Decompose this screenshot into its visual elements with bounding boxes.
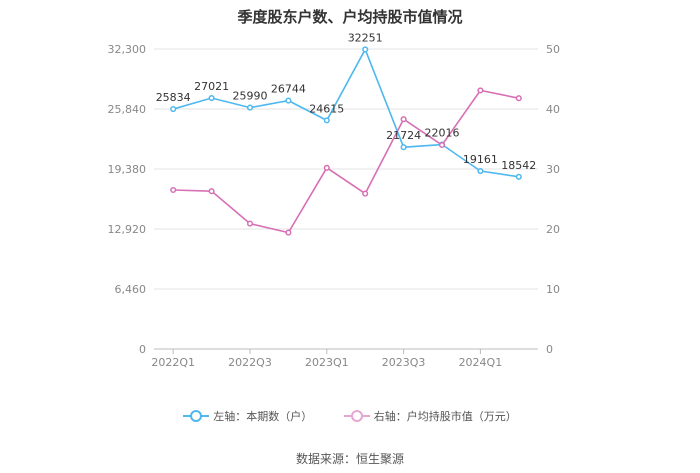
data-label: 25834	[156, 91, 191, 104]
data-point-right	[170, 186, 177, 194]
data-point-right	[362, 190, 369, 197]
y-left-tick-label: 25,840	[108, 103, 147, 116]
legend: 左轴：本期数（户） 右轴：户均持股市值（万元）	[0, 408, 700, 425]
series-line-right	[173, 89, 519, 234]
legend-marker-right-icon	[343, 410, 370, 422]
y-right-tick-label: 50	[546, 43, 560, 56]
data-point-left	[170, 106, 177, 113]
y-left-tick-label: 6,460	[115, 283, 147, 296]
data-label: 18542	[501, 159, 536, 172]
y-left-tick-label: 32,300	[108, 43, 147, 56]
data-point-right	[438, 141, 446, 149]
y-right-tick-label: 10	[546, 283, 560, 296]
data-point-left	[515, 173, 522, 180]
x-tick-label: 2022Q1	[151, 356, 195, 369]
data-point-right	[246, 220, 254, 227]
legend-marker-left-icon	[183, 410, 210, 422]
axes: 0 6,460 12,920 19,380 25,840 32,300 0 10 20 30 40 5…	[108, 43, 561, 369]
data-point-left	[477, 167, 484, 175]
x-tick-label: 2023Q1	[305, 356, 349, 369]
data-label: 27021	[194, 80, 229, 93]
data-point-right	[285, 229, 292, 236]
data-point-left	[208, 94, 215, 102]
data-label: 19161	[463, 153, 498, 166]
data-point-left	[285, 97, 292, 104]
legend-label-right: 右轴：户均持股市值（万元）	[373, 410, 517, 423]
data-point-right	[323, 164, 330, 171]
data-point-right	[477, 87, 484, 94]
data-point-right	[515, 95, 522, 102]
x-tick-label: 2023Q3	[382, 356, 426, 369]
y-right-tick-label: 40	[546, 103, 560, 116]
data-point-right	[208, 188, 215, 195]
data-source-note: 数据来源：恒生聚源	[295, 452, 404, 466]
y-left-tick-label: 12,920	[108, 223, 147, 236]
x-tick-label: 2022Q3	[228, 356, 272, 369]
series	[170, 46, 522, 236]
data-label: 24615	[309, 102, 344, 115]
data-point-left	[323, 117, 330, 124]
data-point-left	[362, 46, 369, 53]
data-point-left	[400, 144, 407, 151]
y-right-tick-label: 20	[546, 223, 560, 236]
x-tick-label: 2024Q1	[459, 356, 503, 369]
data-point-left	[246, 104, 254, 111]
data-point-right	[400, 116, 407, 123]
data-label: 32251	[348, 31, 383, 44]
legend-item-left-series[interactable]: 左轴：本期数（户）	[183, 408, 312, 424]
data-label: 21724	[386, 129, 421, 142]
y-left-tick-label: 19,380	[108, 163, 147, 176]
gridlines	[154, 48, 538, 290]
legend-item-right-series[interactable]: 右轴：户均持股市值（万元）	[343, 408, 517, 424]
data-label: 26744	[271, 83, 306, 96]
data-label: 22016	[425, 127, 460, 140]
y-right-tick-label: 0	[546, 343, 553, 356]
y-left-tick-label: 0	[139, 343, 146, 356]
chart-title: 季度股东户数、户均持股市值情况	[237, 8, 463, 26]
legend-label-left: 左轴：本期数（户）	[213, 410, 313, 423]
series-line-left	[172, 47, 519, 178]
y-right-tick-label: 30	[546, 163, 560, 176]
data-label: 25990	[233, 90, 268, 103]
